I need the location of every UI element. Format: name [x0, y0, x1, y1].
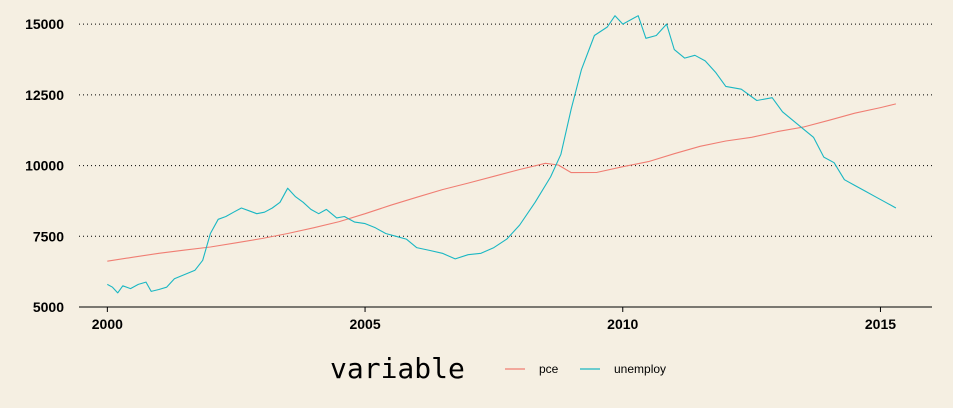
- y-tick-label: 15000: [25, 16, 64, 32]
- series-lines: [107, 15, 897, 294]
- series-line-unemploy: [107, 15, 897, 294]
- y-tick-label: 7500: [33, 228, 64, 244]
- series-line-pce: [107, 103, 897, 262]
- legend-label-pce: pce: [539, 362, 559, 376]
- axes: 5000 7500 10000 12500 15000 2000 2005 2010 2015: [25, 16, 932, 332]
- legend: variable pce unemploy: [330, 352, 666, 385]
- legend-title: variable: [330, 352, 465, 385]
- y-tick-label: 10000: [25, 158, 64, 174]
- x-tick-label: 2010: [607, 316, 638, 332]
- legend-label-unemploy: unemploy: [614, 362, 666, 376]
- y-tick-label: 5000: [33, 299, 64, 315]
- x-tick-label: 2005: [349, 316, 380, 332]
- x-tick-label: 2000: [92, 316, 123, 332]
- x-tick-label: 2015: [865, 316, 896, 332]
- y-tick-label: 12500: [25, 87, 64, 103]
